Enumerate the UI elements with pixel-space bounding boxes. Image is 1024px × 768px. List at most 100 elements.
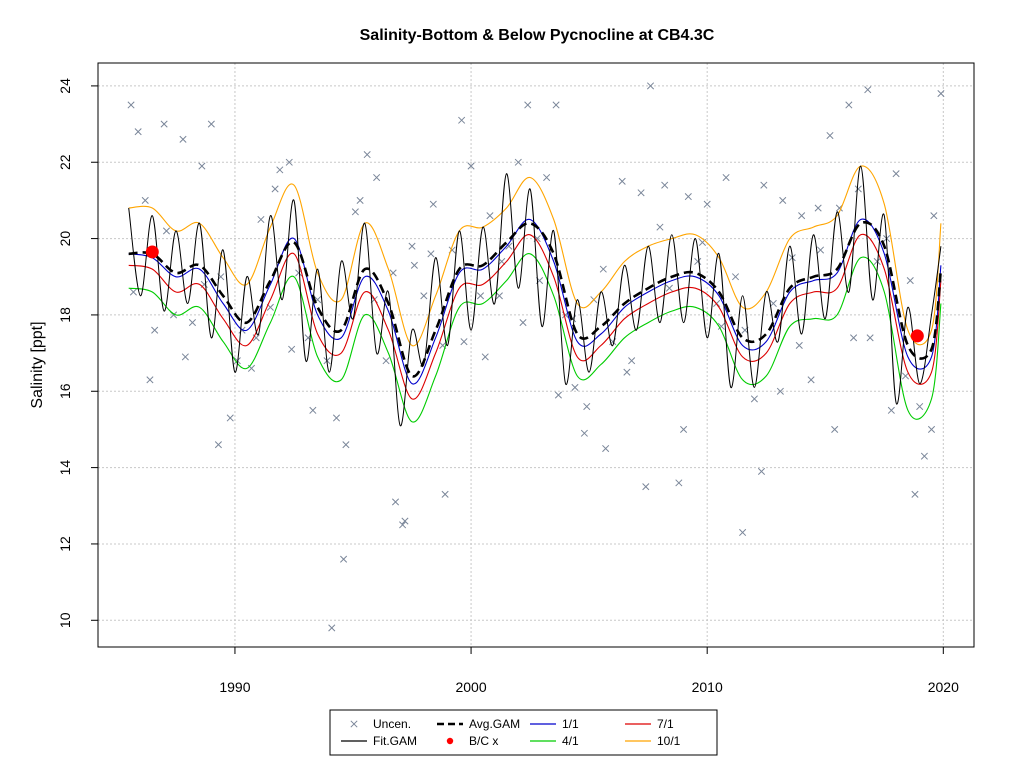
uncen-point [276,166,284,174]
y-tick-label: 24 [57,78,73,94]
uncen-point [769,299,777,308]
uncen-point [731,273,740,281]
series-line-7-1 [128,233,942,400]
uncen-point [332,414,341,422]
uncen-point [552,101,560,109]
legend: Uncen. Avg.GAM 1/1 7/1 Fit.GAM B/C x 4/1 10/1 [329,709,718,756]
uncen-point [920,452,928,460]
series-line-10-1 [128,165,942,347]
y-tick-label: 22 [57,154,73,170]
uncen-point [188,319,197,327]
uncen-point [162,227,171,235]
uncen-point [420,292,428,300]
uncen-point [134,128,142,136]
grid [98,63,974,647]
uncen-point [214,441,222,449]
uncen-point [476,292,485,300]
uncen-point [257,215,265,224]
uncen-point [389,269,397,277]
uncen-point [170,311,178,319]
uncen-point [363,151,371,159]
uncen-point [887,406,895,414]
x-tick-label: 1990 [219,679,250,695]
uncen-point [271,185,279,193]
uncen-point [930,212,938,220]
uncen-point [401,517,409,525]
uncen-point [618,177,626,185]
uncen-point [127,101,135,109]
uncen-point [750,395,758,403]
uncen-point [328,624,336,632]
uncen-point [151,326,159,334]
legend-label-uncen: Uncen. [373,717,411,731]
series-lines [128,165,943,427]
y-tick-label: 20 [57,231,73,247]
uncen-point [927,425,936,433]
uncen-point [864,86,872,94]
y-tick-label: 16 [57,383,73,399]
chart-title: Salinity-Bottom & Below Pycnocline at CB… [360,27,715,44]
uncen-point [739,528,747,537]
uncen-point [779,196,787,204]
uncen-point [207,120,215,128]
uncen-point [288,345,296,353]
uncen-point [340,555,348,563]
legend-label-7-1: 7/1 [657,717,674,731]
series-line-4-1 [128,253,942,423]
uncen-point [684,193,692,201]
legend-label-fit-gam: Fit.GAM [373,734,417,748]
legend-box [329,709,718,756]
legend-label-1-1: 1/1 [562,717,579,731]
uncen-point [481,353,489,361]
uncen-point [524,101,532,109]
uncen-point [816,246,825,254]
uncen-point [543,173,551,182]
uncen-point [757,467,766,475]
uncen-point [845,101,853,109]
uncen-point [642,483,650,491]
legend-label-10-1: 10/1 [657,734,681,748]
uncen-point [198,162,206,170]
uncen-point [795,341,803,350]
uncen-point [916,402,924,411]
uncen-point [486,212,494,220]
uncen-point [892,170,900,178]
bc-point [145,245,159,259]
legend-label-4-1: 4/1 [562,734,579,748]
uncen-point [351,208,359,216]
uncen-point [309,406,317,414]
uncen-point [599,265,607,273]
uncen-point [583,402,591,411]
uncen-point [458,116,466,124]
uncen-point [495,292,503,300]
legend-swatch-b-c-x [446,737,454,745]
uncen-point [141,196,149,204]
uncen-point [146,376,154,384]
uncen-point [514,158,522,166]
uncen-point [580,429,588,437]
uncensored-points [127,82,945,632]
uncen-point [722,173,730,182]
uncen-point [637,189,645,197]
uncen-point [554,391,562,399]
legend-label-avg-gam: Avg.GAM [469,717,520,731]
uncen-point [665,284,673,292]
uncen-point [410,261,418,269]
uncen-point [571,383,579,391]
uncen-point [776,387,784,395]
uncen-point [226,414,234,422]
legend-swatch-uncen [350,720,358,728]
uncen-point [179,135,187,143]
uncen-point [429,200,437,208]
legend-label-b-c-x: B/C x [469,734,498,748]
plot-frame [97,62,975,648]
bc-points [145,245,924,343]
uncen-point [854,185,862,193]
uncen-point [906,277,914,285]
uncen-point [181,353,189,361]
uncen-point [427,250,435,258]
y-tick-label: 18 [57,307,73,323]
uncen-point [694,257,702,266]
uncen-point [441,490,449,498]
